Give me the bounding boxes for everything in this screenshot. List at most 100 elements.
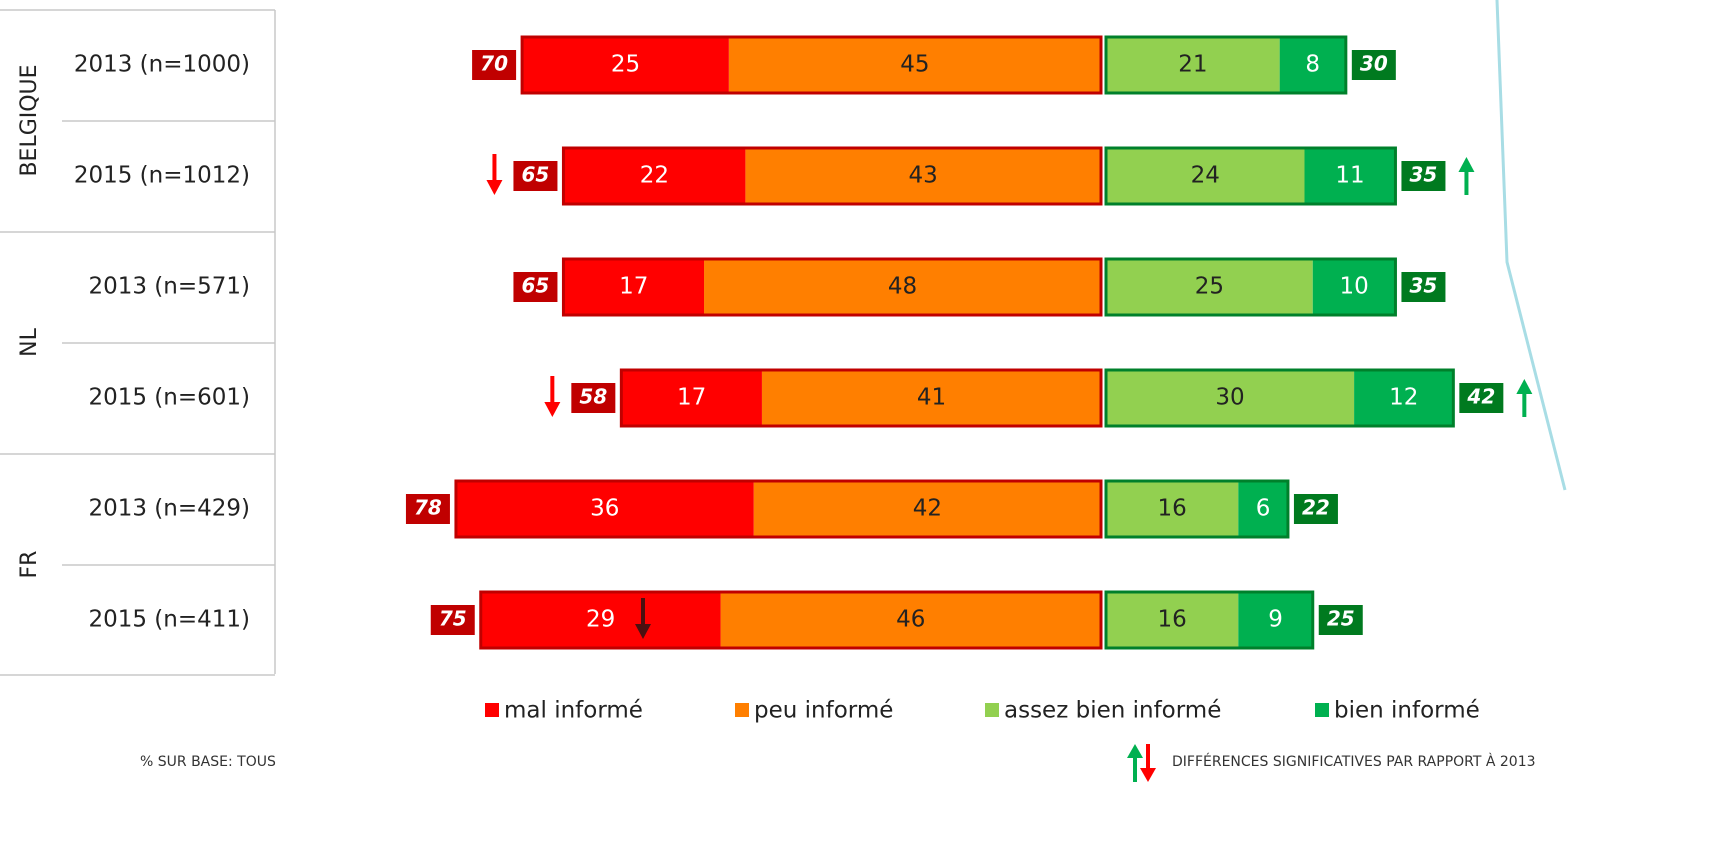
segment-label: 25 [611, 52, 640, 78]
total-label: 78 [414, 496, 442, 520]
legend-label: peu informé [754, 698, 893, 724]
arrow-head [486, 180, 503, 195]
bar-segment [1106, 481, 1239, 537]
bar-outline [479, 590, 1103, 650]
segment-label: 17 [619, 274, 648, 300]
total-label: 25 [1327, 607, 1355, 631]
bar-segment [1106, 259, 1313, 315]
arrow-head [635, 624, 651, 639]
bar-outline [561, 146, 1103, 206]
segment-label: 8 [1305, 52, 1320, 78]
total-label: 58 [579, 385, 607, 409]
total-box [472, 50, 517, 80]
total-label: 65 [522, 163, 550, 187]
segment-label: 21 [1178, 52, 1207, 78]
segment-label: 43 [909, 163, 938, 189]
significance-arrow [635, 598, 651, 639]
legend-swatch [735, 703, 749, 717]
segment-label: 17 [677, 385, 706, 411]
group-label: FR [17, 551, 42, 579]
bar-outline [619, 368, 1103, 428]
arrow-head [1516, 379, 1533, 394]
bar-outline [1104, 368, 1455, 428]
total-label: 35 [1410, 274, 1438, 298]
bar-segment [728, 37, 1101, 93]
row-label: 2015 (n=1012) [74, 163, 250, 189]
bar-segment [1106, 592, 1239, 648]
bar-segment [621, 370, 762, 426]
group-label: NL [17, 327, 42, 356]
total-box [571, 383, 616, 413]
total-box [513, 272, 558, 302]
significance-arrow [486, 154, 503, 195]
significance-arrow [1516, 379, 1533, 417]
legend-label: mal informé [504, 698, 643, 724]
segment-label: 9 [1268, 607, 1283, 633]
segment-label: 16 [1158, 496, 1187, 522]
bar-outline [1104, 146, 1397, 206]
bar-outline [520, 35, 1103, 95]
bar-outline [1104, 257, 1397, 317]
total-label: 22 [1302, 496, 1330, 520]
bar-segment [1106, 148, 1305, 204]
total-box [1351, 50, 1396, 80]
total-box [405, 494, 450, 524]
bar-segment [753, 481, 1101, 537]
significance-arrow [544, 376, 561, 417]
segment-label: 30 [1215, 385, 1244, 411]
bar-outline [561, 257, 1103, 317]
bar-segment [1312, 259, 1396, 315]
footnote: % SUR BASE: TOUS [140, 754, 276, 770]
total-box [430, 605, 475, 635]
total-label: 75 [439, 607, 467, 631]
segment-label: 6 [1256, 496, 1271, 522]
bar-outline [454, 479, 1103, 539]
total-box [513, 161, 558, 191]
total-box [1401, 272, 1446, 302]
total-box [1459, 383, 1504, 413]
segment-label: 24 [1191, 163, 1220, 189]
arrow-head [544, 402, 561, 417]
total-label: 35 [1410, 163, 1438, 187]
segment-label: 10 [1339, 274, 1368, 300]
bar-segment [1238, 592, 1313, 648]
bar-segment [455, 481, 754, 537]
total-box [1401, 161, 1446, 191]
bar-outline [1104, 35, 1348, 95]
bar-segment [1106, 370, 1355, 426]
segment-label: 45 [900, 52, 929, 78]
total-label: 70 [480, 52, 508, 76]
row-label: 2013 (n=429) [88, 496, 250, 522]
bar-segment [563, 259, 705, 315]
bar-segment [522, 37, 729, 93]
bar-segment [1354, 370, 1454, 426]
group-label: BELGIQUE [17, 64, 42, 176]
row-label: 2013 (n=571) [88, 274, 250, 300]
total-box [1318, 605, 1363, 635]
segment-label: 48 [888, 274, 917, 300]
segment-label: 25 [1195, 274, 1224, 300]
row-label: 2015 (n=601) [88, 385, 250, 411]
bar-segment [704, 259, 1101, 315]
legend-swatch [485, 703, 499, 717]
total-label: 30 [1360, 52, 1388, 76]
bar-outline [1104, 590, 1315, 650]
segment-label: 16 [1158, 607, 1187, 633]
row-label: 2015 (n=411) [88, 607, 250, 633]
bar-segment [480, 592, 721, 648]
segment-label: 46 [896, 607, 925, 633]
decor-line [1495, 0, 1567, 491]
segment-label: 41 [917, 385, 946, 411]
total-box [1293, 494, 1338, 524]
legend-label: bien informé [1334, 698, 1480, 724]
bar-segment [1304, 148, 1396, 204]
total-label: 65 [522, 274, 550, 298]
segment-label: 12 [1389, 385, 1418, 411]
significance-icon [1127, 744, 1156, 782]
segment-label: 36 [590, 496, 619, 522]
legend-swatch [985, 703, 999, 717]
legend-label: assez bien informé [1004, 698, 1221, 724]
row-label: 2013 (n=1000) [74, 52, 250, 78]
bar-segment [761, 370, 1101, 426]
segment-label: 29 [586, 607, 615, 633]
